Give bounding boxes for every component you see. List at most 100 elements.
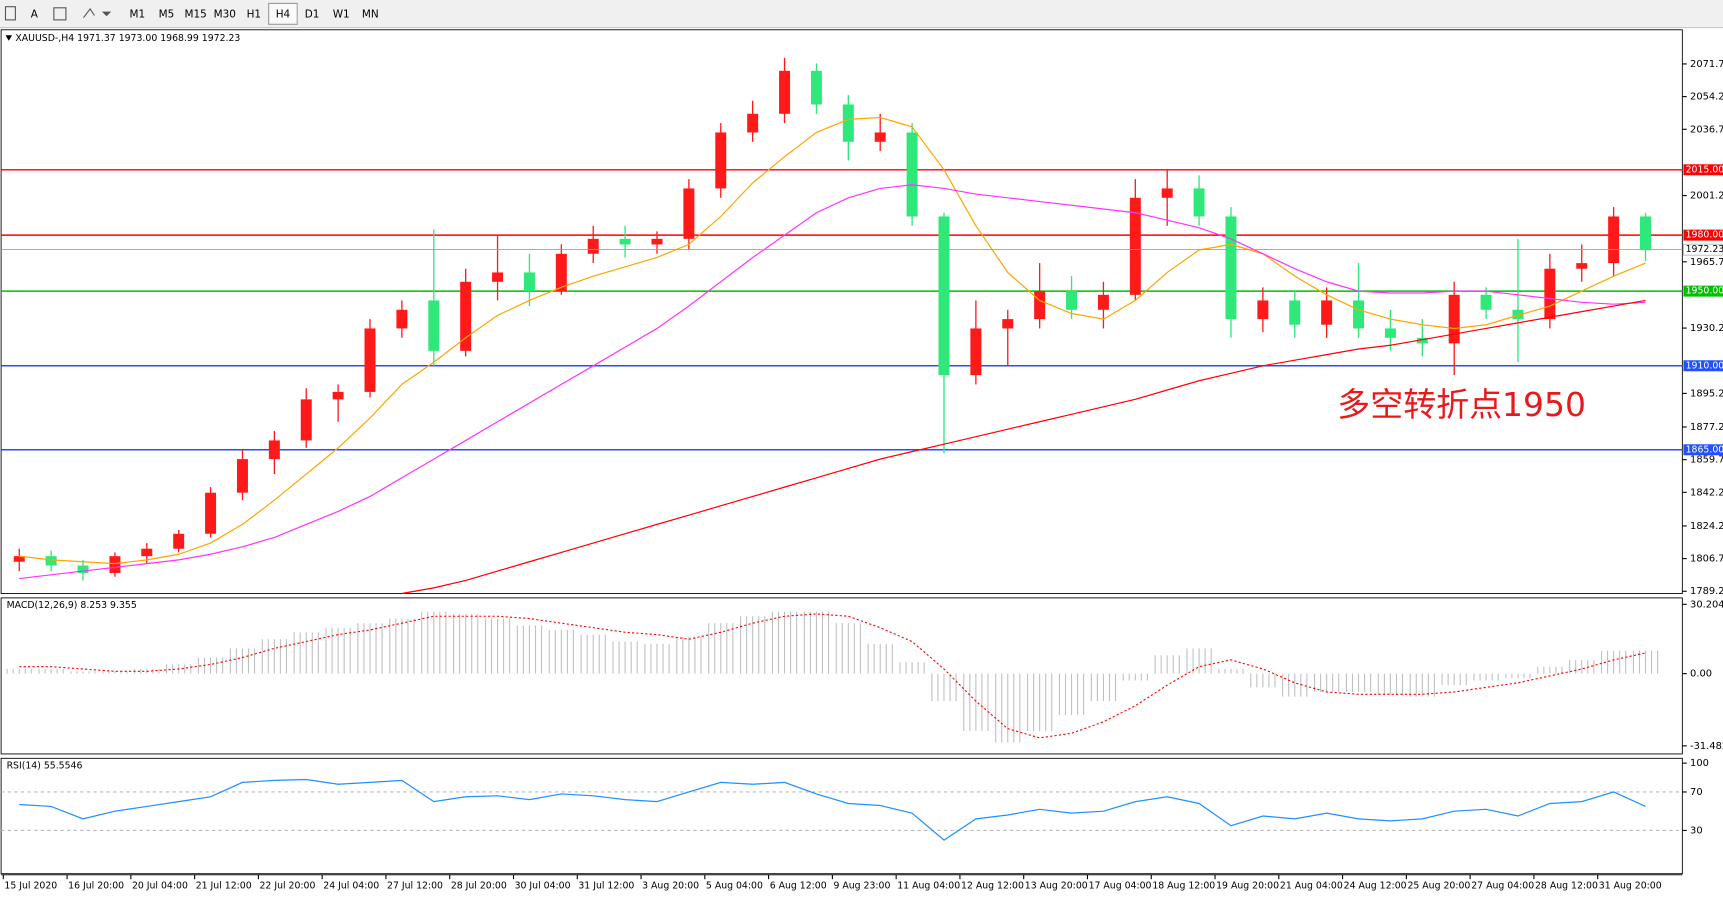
- candle-body: [1640, 216, 1652, 251]
- candle-body: [109, 556, 121, 573]
- candle-body: [77, 565, 89, 573]
- level-label: 1865.00: [1686, 444, 1723, 455]
- candle-body: [300, 399, 312, 441]
- candle-body: [1576, 263, 1588, 269]
- timeframe-button[interactable]: [356, 3, 385, 25]
- icon-dropdown[interactable]: [101, 11, 112, 17]
- x-tick-label: 31 Aug 20:00: [1599, 880, 1662, 891]
- level-label: 2015.00: [1686, 164, 1723, 175]
- candle-body: [715, 132, 727, 189]
- icon-text[interactable]: A: [31, 8, 39, 20]
- timeframe-label[interactable]: H4: [276, 8, 291, 20]
- y-tick-label: 70: [1690, 787, 1703, 798]
- x-tick-label: 21 Jul 12:00: [196, 880, 252, 891]
- candle-body: [1129, 197, 1141, 295]
- x-tick-label: 20 Jul 04:00: [132, 880, 188, 891]
- y-tick-label: 30: [1690, 825, 1703, 836]
- y-tick-label: 1895.20: [1690, 388, 1723, 399]
- candle-body: [1097, 294, 1109, 310]
- candle-body: [651, 238, 663, 245]
- level-tag: [1683, 164, 1723, 176]
- x-tick-label: 6 Aug 12:00: [770, 880, 827, 891]
- candle-body: [236, 459, 248, 493]
- x-tick-label: 17 Aug 04:00: [1089, 880, 1152, 891]
- x-tick-label: 24 Jul 04:00: [323, 880, 379, 891]
- moving-average: [19, 116, 1646, 565]
- level-label: 1950.00: [1686, 286, 1723, 297]
- x-tick-label: 13 Aug 20:00: [1025, 880, 1088, 891]
- x-tick-label: 11 Aug 04:00: [897, 880, 960, 891]
- candle-body: [842, 104, 854, 142]
- x-tick-label: 21 Aug 04:00: [1280, 880, 1343, 891]
- timeframe-button[interactable]: [326, 3, 356, 25]
- timeframe-label[interactable]: W1: [333, 8, 350, 20]
- candle-body: [1034, 291, 1046, 320]
- title-arrow: [5, 35, 13, 41]
- timeframe-label[interactable]: M15: [184, 8, 206, 20]
- timeframe-button[interactable]: [152, 3, 181, 25]
- timeframe-label[interactable]: M1: [130, 8, 146, 20]
- level-label: 1980.00: [1686, 230, 1723, 241]
- panel-title: RSI(14) 55.5546: [7, 761, 83, 772]
- level-tag: [1683, 444, 1723, 456]
- icon-shapes[interactable]: [83, 7, 95, 19]
- candle-body: [587, 238, 599, 254]
- candle-body: [141, 548, 153, 557]
- x-tick-label: 27 Jul 12:00: [387, 880, 443, 891]
- x-tick-label: 19 Aug 20:00: [1216, 880, 1279, 891]
- tool-icons: A: [4, 6, 112, 21]
- last-price-label: 1972.23: [1686, 244, 1723, 255]
- x-tick-label: 27 Aug 04:00: [1471, 880, 1534, 891]
- candle-body: [1608, 216, 1620, 264]
- candle-body: [364, 328, 376, 392]
- y-tick-label: 1965.70: [1690, 257, 1723, 268]
- timeframe-label[interactable]: D1: [305, 8, 320, 20]
- x-tick-label: 30 Jul 04:00: [515, 880, 571, 891]
- timeframe-label[interactable]: M30: [214, 8, 236, 20]
- y-tick-label: 1824.20: [1690, 521, 1723, 532]
- x-tick-label: 15 Jul 2020: [4, 880, 57, 891]
- timeframe-button[interactable]: [181, 3, 210, 25]
- timeframe-button[interactable]: [239, 3, 269, 25]
- candle-body: [810, 70, 822, 105]
- last-price-tag: [1683, 243, 1723, 256]
- timeframe-label[interactable]: MN: [362, 8, 379, 20]
- x-tick-label: 24 Aug 12:00: [1344, 880, 1407, 891]
- level-tag: [1683, 360, 1723, 372]
- rsi-line: [19, 778, 1646, 841]
- timeframe-label[interactable]: M5: [159, 8, 175, 20]
- y-tick-label: 1930.20: [1690, 323, 1723, 334]
- x-tick-label: 25 Aug 20:00: [1407, 880, 1470, 891]
- candle-body: [1480, 294, 1492, 310]
- panel-frame: [0, 29, 1683, 594]
- candle-body: [938, 216, 950, 376]
- timeframe-button[interactable]: [210, 3, 240, 25]
- candle-body: [428, 300, 440, 351]
- y-tick-label: 1877.20: [1690, 422, 1723, 433]
- candle-body: [1289, 300, 1301, 325]
- candle-body: [619, 238, 631, 245]
- panel-frame: [0, 757, 1683, 875]
- y-tick-label: -31.482: [1690, 741, 1723, 752]
- candle-body: [779, 70, 791, 114]
- chart-title: XAUUSD-,H4 1971.37 1973.00 1968.99 1972.…: [15, 33, 240, 44]
- candle-body: [1353, 300, 1365, 329]
- panel-title: MACD(12,26,9) 8.253 9.355: [7, 600, 137, 611]
- candle-body: [555, 253, 567, 292]
- macd-signal: [19, 613, 1646, 739]
- x-tick-label: 28 Jul 20:00: [451, 880, 507, 891]
- timeframe-button[interactable]: [268, 2, 298, 25]
- icon-label[interactable]: [53, 7, 67, 21]
- icon-cursor[interactable]: [4, 6, 16, 21]
- timeframe-label[interactable]: H1: [247, 8, 261, 20]
- y-tick-label: 1859.70: [1690, 455, 1723, 466]
- candle-body: [45, 556, 57, 566]
- timeframe-bar: M1 M5 M15 M30 H1 H4 D1 W1 MN: [123, 2, 385, 25]
- timeframe-button[interactable]: [123, 3, 152, 25]
- candle-body: [268, 440, 280, 460]
- candle-body: [970, 328, 982, 376]
- timeframe-button[interactable]: [297, 3, 327, 25]
- candle-body: [396, 309, 408, 329]
- x-tick-label: 3 Aug 20:00: [642, 880, 699, 891]
